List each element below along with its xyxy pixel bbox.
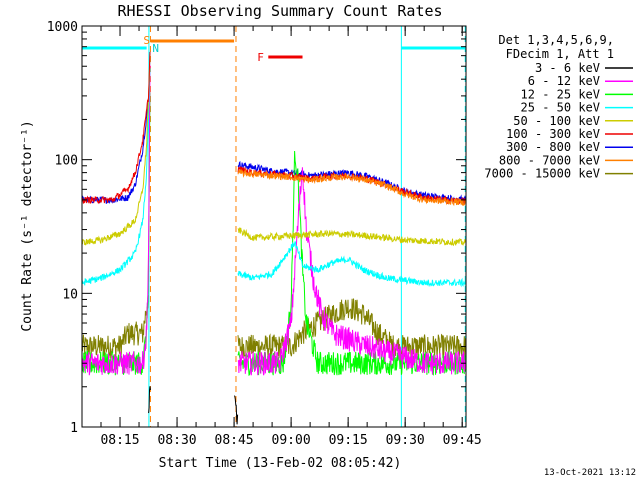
legend-entry-label: 25 - 50 keV — [521, 101, 600, 115]
flare-label: F — [257, 51, 264, 64]
y-tick-label: 1000 — [47, 20, 78, 35]
x-tick-label: 08:15 — [100, 433, 139, 448]
series-line-3 — [81, 68, 467, 288]
x-tick-label: 09:00 — [272, 433, 311, 448]
series-line-1 — [81, 65, 467, 376]
series-line-4 — [81, 54, 467, 247]
x-tick-label: 09:45 — [443, 433, 482, 448]
x-axis-label: Start Time (13-Feb-02 08:05:42) — [159, 456, 402, 471]
x-tick-label: 09:30 — [386, 433, 425, 448]
series-layer — [81, 51, 467, 425]
axis-layer: 1 10 100 1000 08:15 08:30 08:45 09:00 09:15 09:30… — [47, 20, 482, 448]
legend-entry-label: 12 - 25 keV — [521, 87, 600, 101]
night-label: N — [152, 42, 159, 55]
saa-label: S — [143, 34, 150, 47]
legend-entry-label: 800 - 7000 keV — [499, 153, 600, 167]
legend-entry-label: 100 - 300 keV — [506, 127, 600, 141]
chart-title: RHESSI Observing Summary Count Rates — [117, 2, 442, 20]
legend: Det 1,3,4,5,6,9,FDecim 1, Att 13 - 6 keV… — [484, 33, 633, 181]
series-line-0 — [148, 386, 239, 425]
x-tick-label: 08:30 — [157, 433, 196, 448]
series-line-8 — [81, 294, 467, 359]
y-tick-label: 10 — [62, 287, 78, 302]
legend-entry-label: 3 - 6 keV — [535, 61, 600, 75]
legend-entry-label: 7000 - 15000 keV — [484, 167, 600, 181]
legend-entry-label: 300 - 800 keV — [506, 140, 600, 154]
legend-header-line: Det 1,3,4,5,6,9, — [498, 33, 614, 47]
legend-entry-label: 6 - 12 keV — [528, 74, 600, 88]
x-tick-label: 08:45 — [215, 433, 254, 448]
legend-entry-label: 50 - 100 keV — [513, 114, 600, 128]
y-axis-label: Count Rate (s⁻¹ detector⁻¹) — [20, 120, 35, 331]
legend-header-line: FDecim 1, Att 1 — [506, 47, 614, 61]
y-tick-label: 1 — [70, 421, 78, 436]
y-tick-label: 100 — [55, 154, 78, 169]
plot-frame — [81, 25, 467, 428]
x-tick-label: 09:15 — [329, 433, 368, 448]
series-line-7 — [237, 168, 466, 207]
footer-date: 13-Oct-2021 13:12 — [544, 468, 636, 478]
